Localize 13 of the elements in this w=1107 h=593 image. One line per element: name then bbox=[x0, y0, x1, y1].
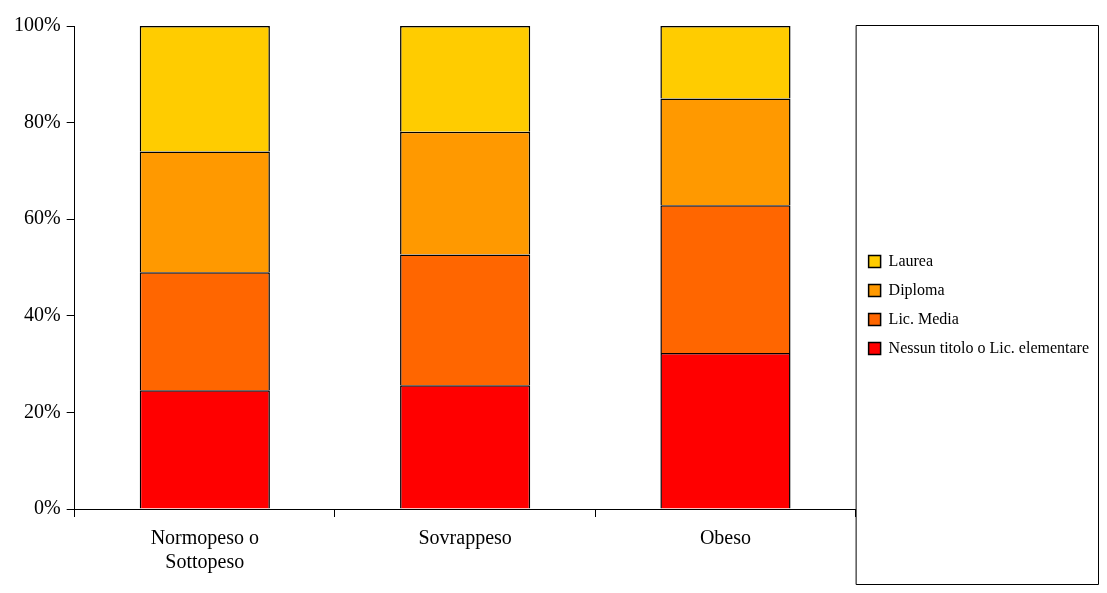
y-tick-label: 80% bbox=[23, 109, 61, 132]
x-tick-label: Obeso bbox=[699, 526, 752, 549]
legend-label: Lic. Media bbox=[888, 309, 959, 327]
y-tick-label: 20% bbox=[23, 399, 61, 422]
legend-label: Nessun titolo o Lic. elementare bbox=[888, 338, 1090, 356]
x-tick-label: Normopeso o Sottopeso bbox=[150, 526, 259, 574]
x-tick-label: Sovrappeso bbox=[418, 526, 512, 550]
y-tick-label: 100% bbox=[13, 13, 61, 36]
y-tick-label: 40% bbox=[23, 303, 61, 326]
legend-label: Laurea bbox=[888, 251, 934, 269]
legend-label: Diploma bbox=[888, 280, 945, 299]
y-tick-label: 0% bbox=[33, 496, 61, 519]
y-tick-label: 60% bbox=[23, 206, 61, 229]
